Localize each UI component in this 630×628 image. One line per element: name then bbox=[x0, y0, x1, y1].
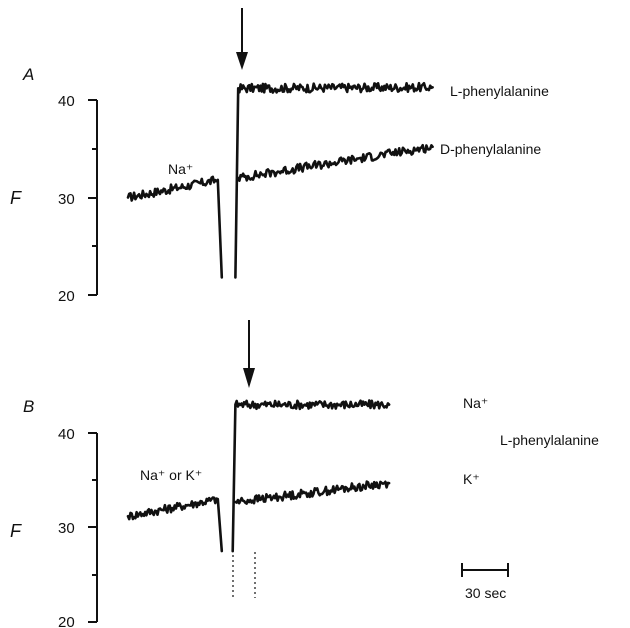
panel-a-series-d-phenylalanine bbox=[236, 143, 434, 182]
panel-a-letter: A bbox=[22, 65, 34, 84]
panel-a-arrow bbox=[236, 8, 248, 70]
panel-a-tick-label-30: 30 bbox=[58, 191, 75, 208]
panel-b-tick-label-40: 40 bbox=[58, 426, 75, 443]
panel-a-annotation-na: Na⁺ bbox=[168, 161, 193, 177]
panel-a-tick-label-20: 20 bbox=[58, 288, 75, 305]
panel-a-label-l-phenylalanine: L-phenylalanine bbox=[450, 83, 549, 99]
panel-a-series-l-phenylalanine bbox=[126, 81, 434, 279]
panel-a-y-axis-title: F bbox=[10, 188, 22, 208]
panel-b: B F 40 30 20 Na⁺ or K⁺ Na⁺ L-phenylalani… bbox=[10, 320, 599, 628]
panel-a: A F 40 30 20 Na⁺ L-phenylalanine D-pheny… bbox=[10, 8, 549, 305]
panel-b-y-axis-title: F bbox=[10, 521, 22, 541]
panel-b-series-k bbox=[234, 480, 391, 505]
panel-b-label-l-phenylalanine: L-phenylalanine bbox=[500, 432, 599, 448]
panel-a-label-d-phenylalanine: D-phenylalanine bbox=[440, 141, 541, 157]
panel-b-label-na: Na⁺ bbox=[463, 395, 488, 411]
panel-b-label-k: K⁺ bbox=[463, 471, 480, 487]
scale-bar-label: 30 sec bbox=[465, 585, 506, 601]
panel-a-tick-label-40: 40 bbox=[58, 93, 75, 110]
panel-b-tick-label-30: 30 bbox=[58, 520, 75, 537]
panel-b-arrow bbox=[243, 320, 255, 388]
panel-b-letter: B bbox=[23, 397, 34, 416]
panel-b-annotation-na-or-k: Na⁺ or K⁺ bbox=[140, 467, 202, 483]
panel-b-series-na bbox=[126, 399, 391, 553]
panel-b-tick-label-20: 20 bbox=[58, 614, 75, 628]
scale-bar: 30 sec bbox=[461, 563, 509, 601]
